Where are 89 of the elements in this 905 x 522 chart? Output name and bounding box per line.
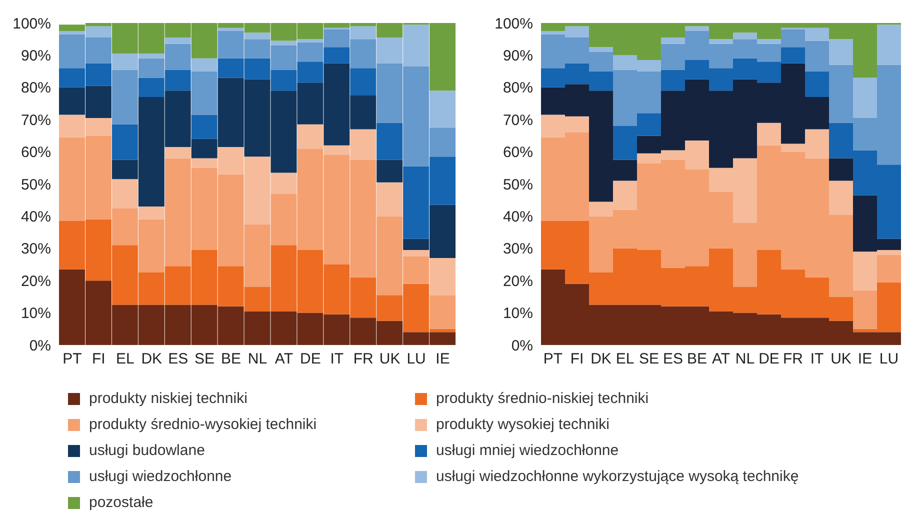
legend-label: usługi wiedzochłonne wykorzystujące wysoką technikę [436, 468, 799, 485]
bar [218, 28, 244, 32]
x-tick-label: SE [638, 350, 660, 368]
legend-label: usługi wiedzochłonne [89, 468, 232, 485]
bar [191, 58, 218, 72]
legend-label: produkty średnio-niskiej techniki [436, 390, 649, 407]
bar [430, 90, 456, 128]
x-tick-label: LU [879, 350, 899, 368]
y-tick-label: 90% [502, 48, 533, 65]
x-tick-label: FR [783, 350, 804, 368]
x-tick-label: DE [300, 350, 321, 368]
bar [403, 250, 430, 256]
y-tick-label: 10% [502, 305, 533, 322]
bar [376, 160, 403, 182]
y-tick-label: 30% [502, 240, 533, 258]
y-tick-label: 70% [502, 112, 533, 129]
y-tick-label: 10% [20, 305, 51, 322]
x-tick-label: FI [570, 350, 584, 368]
legend-label: pozostałe [89, 494, 154, 511]
x-tick-label: BE [221, 350, 242, 368]
y-tick-label: 0% [511, 337, 533, 354]
bar [112, 124, 138, 160]
bar [430, 258, 456, 296]
bar [376, 182, 403, 216]
legend-label: produkty średnio-wysokiej techniki [89, 416, 317, 433]
bar [805, 71, 829, 98]
x-tick-label: NL [735, 350, 755, 368]
bar [589, 47, 613, 52]
y-tick-label: 60% [502, 144, 533, 162]
x-tick-label: IE [436, 350, 450, 368]
bar [376, 122, 403, 160]
x-tick-label: ES [168, 350, 188, 368]
y-tick-label: 80% [502, 80, 533, 97]
x-tick-label: IT [330, 350, 344, 368]
y-tick-label: 40% [20, 208, 51, 226]
y-tick-label: 70% [20, 112, 51, 129]
bar [430, 295, 456, 329]
y-tick-label: 80% [20, 80, 51, 97]
x-tick-label: IE [858, 350, 872, 368]
bar [757, 39, 781, 44]
bar [685, 26, 709, 32]
bar [164, 146, 191, 158]
y-tick-label: 40% [502, 208, 533, 226]
x-tick-label: AT [274, 350, 293, 368]
x-tick-label: UK [379, 350, 400, 368]
bar [164, 37, 191, 44]
bar [733, 32, 757, 40]
y-tick-label: 20% [20, 272, 51, 290]
x-tick-label: FR [353, 350, 374, 368]
x-tick-label: DK [141, 350, 162, 368]
y-tick-label: 100% [12, 15, 51, 32]
bar [829, 158, 853, 181]
x-tick-label: PT [62, 350, 82, 368]
legend-label: usługi mniej wiedzochłonne [436, 442, 619, 459]
bar [191, 114, 218, 139]
bar [877, 24, 901, 65]
y-tick-label: 50% [502, 176, 533, 194]
legend-label: produkty niskiej techniki [89, 390, 248, 407]
y-tick-label: 100% [494, 15, 533, 32]
x-tick-label: NL [248, 350, 268, 368]
legend-label: produkty wysokiej techniki [436, 416, 610, 433]
bar [244, 32, 270, 40]
y-tick-label: 60% [20, 144, 51, 162]
bar [350, 68, 376, 96]
x-tick-label: PT [543, 350, 563, 368]
x-tick-label: UK [830, 350, 852, 368]
x-tick-label: EL [116, 350, 134, 368]
x-tick-label: EL [616, 350, 634, 368]
bar [829, 180, 853, 215]
bar [661, 37, 685, 44]
bar [709, 39, 733, 44]
y-tick-label: 30% [20, 240, 51, 258]
x-tick-label: ES [662, 350, 684, 368]
x-tick-label: AT [712, 350, 730, 368]
y-tick-label: 50% [20, 176, 51, 194]
x-tick-label: BE [686, 350, 708, 368]
legend-label: usługi budowlane [89, 442, 205, 459]
bar [853, 78, 877, 118]
y-tick-label: 0% [29, 337, 51, 354]
x-tick-label: IT [810, 350, 824, 368]
x-tick-label: LU [406, 350, 426, 368]
x-tick-label: DE [758, 350, 780, 368]
bar [191, 71, 218, 115]
y-tick-label: 20% [502, 272, 533, 290]
x-tick-label: DK [590, 350, 612, 368]
x-tick-label: SE [194, 350, 215, 368]
bar [877, 254, 901, 282]
y-tick-label: 90% [20, 48, 51, 65]
x-tick-label: FI [92, 350, 106, 368]
